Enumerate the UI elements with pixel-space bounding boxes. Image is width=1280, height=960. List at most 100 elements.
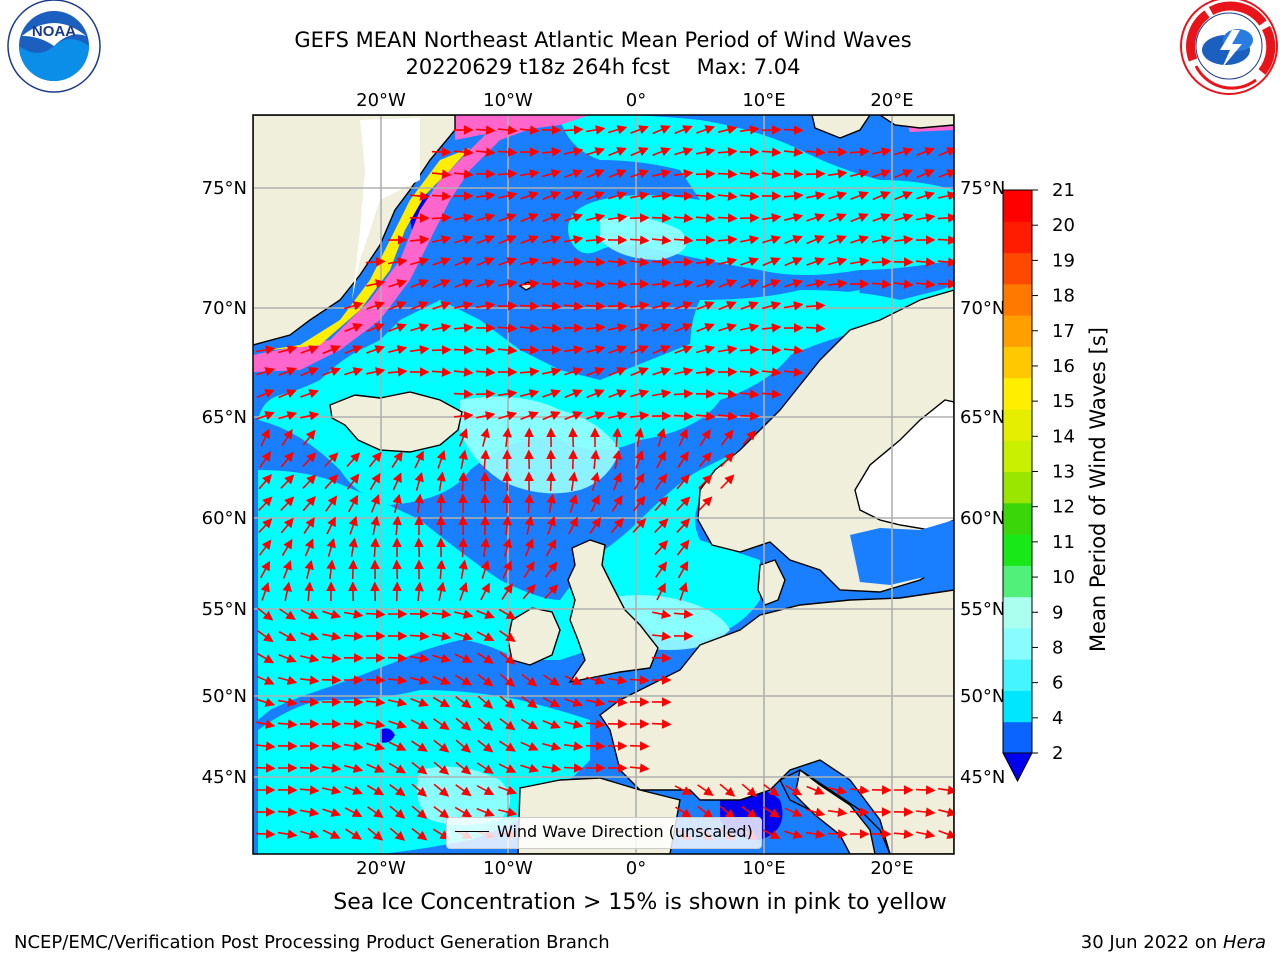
wave-direction-arrow <box>498 279 518 289</box>
wave-direction-arrow <box>651 719 672 729</box>
wave-direction-arrow <box>651 191 672 201</box>
lat-tick-left: 75°N <box>202 178 247 199</box>
wave-direction-arrow <box>453 213 474 223</box>
wave-direction-arrow <box>388 301 407 311</box>
map-legend: Wind Wave Direction (unscaled) <box>446 817 762 849</box>
wave-direction-arrow <box>698 496 713 512</box>
wave-direction-arrow <box>546 515 556 535</box>
wave-direction-arrow <box>696 301 715 311</box>
wave-direction-arrow <box>673 389 694 399</box>
colorbar-tick-label: 11 <box>1052 532 1075 553</box>
wave-direction-arrow <box>458 428 468 447</box>
wave-direction-arrow <box>717 235 738 245</box>
wave-direction-arrow <box>411 805 428 819</box>
wave-direction-arrow <box>454 609 474 619</box>
wave-direction-arrow <box>367 806 384 819</box>
wave-direction-arrow <box>300 631 320 641</box>
wave-direction-arrow <box>499 630 516 643</box>
wave-direction-arrow <box>433 805 450 819</box>
wave-direction-arrow <box>718 323 738 333</box>
wave-direction-arrow <box>762 279 781 289</box>
wave-direction-arrow <box>455 717 472 731</box>
wave-direction-arrow <box>282 560 292 579</box>
wave-direction-arrow <box>520 235 539 245</box>
wave-direction-arrow <box>366 763 385 773</box>
wave-direction-arrow <box>519 301 540 311</box>
wave-direction-arrow <box>454 235 474 245</box>
wave-direction-arrow <box>431 367 452 377</box>
wave-direction-arrow <box>629 257 650 267</box>
wave-direction-arrow <box>916 191 936 201</box>
wave-direction-arrow <box>370 537 380 558</box>
wave-direction-arrow <box>739 213 760 223</box>
colorbar-tick-label: 10 <box>1052 567 1075 588</box>
wave-direction-arrow <box>344 367 364 377</box>
wave-direction-arrow <box>783 301 804 311</box>
wave-direction-arrow <box>542 169 562 179</box>
wave-direction-arrow <box>324 474 339 490</box>
wave-direction-arrow <box>520 763 540 773</box>
wave-direction-arrow <box>344 345 363 355</box>
wave-direction-arrow <box>388 675 408 685</box>
wave-direction-arrow <box>607 675 628 685</box>
wave-direction-arrow <box>806 785 825 795</box>
wave-direction-arrow <box>590 494 600 513</box>
map-area <box>253 115 954 854</box>
wave-direction-arrow <box>455 696 472 709</box>
wave-direction-arrow <box>717 345 738 355</box>
wave-direction-arrow <box>630 389 650 399</box>
wave-direction-arrow <box>828 279 848 289</box>
wave-direction-arrow <box>519 367 540 377</box>
wave-direction-arrow <box>477 652 494 664</box>
credit-text: NCEP/EMC/Verification Post Processing Pr… <box>14 932 610 953</box>
wave-direction-arrow <box>674 125 693 135</box>
colorbar-tick-label: 21 <box>1052 180 1075 201</box>
chart-subtitle: 20220629 t18z 264h fcst Max: 7.04 <box>405 55 801 79</box>
wave-direction-arrow <box>344 323 363 333</box>
lat-tick-left: 70°N <box>202 298 247 319</box>
sea-ice-note: Sea Ice Concentration > 15% is shown in … <box>333 890 947 915</box>
wave-direction-arrow <box>719 805 736 819</box>
wave-direction-arrow <box>652 345 671 355</box>
wave-direction-arrow <box>453 169 474 179</box>
colorbar-segment <box>1003 377 1032 410</box>
wave-direction-arrow <box>520 257 540 267</box>
wave-direction-arrow <box>564 367 584 377</box>
wave-direction-arrow <box>299 785 320 795</box>
wave-direction-arrow <box>255 763 276 773</box>
wave-direction-arrow <box>607 213 628 223</box>
wave-direction-arrow <box>410 301 429 311</box>
wave-direction-arrow <box>432 279 451 289</box>
wind-wave-arrows <box>255 125 954 841</box>
wave-direction-arrow <box>258 518 273 534</box>
wave-direction-arrow <box>698 474 713 490</box>
wave-direction-arrow <box>916 829 936 839</box>
wave-direction-arrow <box>783 125 804 135</box>
wave-direction-arrow <box>894 169 913 179</box>
wave-direction-arrow <box>784 279 804 289</box>
wave-direction-arrow <box>828 213 847 223</box>
wave-direction-arrow <box>739 191 760 201</box>
wave-direction-arrow <box>476 631 495 641</box>
wave-direction-arrow <box>675 806 692 818</box>
wave-direction-arrow <box>475 367 496 377</box>
wave-direction-arrow <box>414 471 424 491</box>
colorbar-segment <box>1003 315 1032 347</box>
wave-direction-arrow <box>608 191 628 201</box>
wave-direction-arrow <box>278 411 298 421</box>
wave-direction-arrow <box>586 367 605 377</box>
wave-direction-arrow <box>611 495 623 513</box>
wave-direction-arrow <box>499 673 516 687</box>
wave-direction-arrow <box>938 147 954 157</box>
lat-tick-right: 50°N <box>960 686 1005 707</box>
wave-direction-arrow <box>256 367 276 377</box>
wave-direction-arrow <box>739 367 760 377</box>
wave-direction-arrow <box>586 147 606 157</box>
wave-direction-arrow <box>455 784 472 797</box>
lon-tick-bottom: 20°W <box>356 858 406 879</box>
wave-direction-arrow <box>300 345 319 355</box>
wave-direction-arrow <box>676 496 691 512</box>
wave-direction-arrow <box>389 805 406 819</box>
wave-direction-arrow <box>610 517 624 534</box>
wave-direction-arrow <box>477 695 494 709</box>
